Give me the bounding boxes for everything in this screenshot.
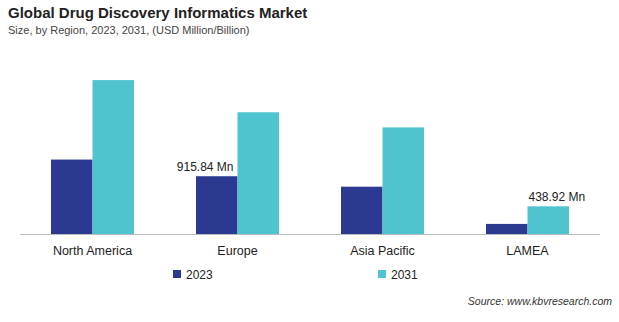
bar	[51, 160, 93, 234]
legend: 2023 2031	[173, 268, 418, 282]
bars	[51, 80, 569, 234]
bar	[196, 176, 238, 234]
title: Global Drug Discovery Informatics Market	[8, 4, 307, 21]
bar	[341, 187, 383, 234]
bar	[93, 80, 135, 234]
bar	[486, 224, 528, 234]
data-label: 438.92 Mn	[529, 190, 586, 204]
x-tick-label: LAMEA	[506, 244, 549, 258]
bar	[528, 206, 570, 234]
data-labels: 915.84 Mn 438.92 Mn	[177, 160, 585, 204]
legend-swatch	[173, 270, 181, 278]
legend-swatch	[378, 270, 386, 278]
x-tick-label: North America	[53, 244, 132, 258]
x-axis	[20, 234, 600, 235]
bar	[383, 127, 425, 234]
legend-label: 2023	[186, 268, 213, 282]
subtitle: Size, by Region, 2023, 2031, (USD Millio…	[8, 24, 250, 36]
source: Source: www.kbvresearch.com	[468, 295, 612, 307]
data-label: 915.84 Mn	[177, 160, 234, 174]
x-tick-label: Europe	[217, 244, 257, 258]
legend-label: 2031	[391, 268, 418, 282]
x-tick-label: Asia Pacific	[350, 244, 415, 258]
chart-root: Global Drug Discovery Informatics Market…	[0, 0, 619, 322]
bar	[238, 112, 280, 234]
